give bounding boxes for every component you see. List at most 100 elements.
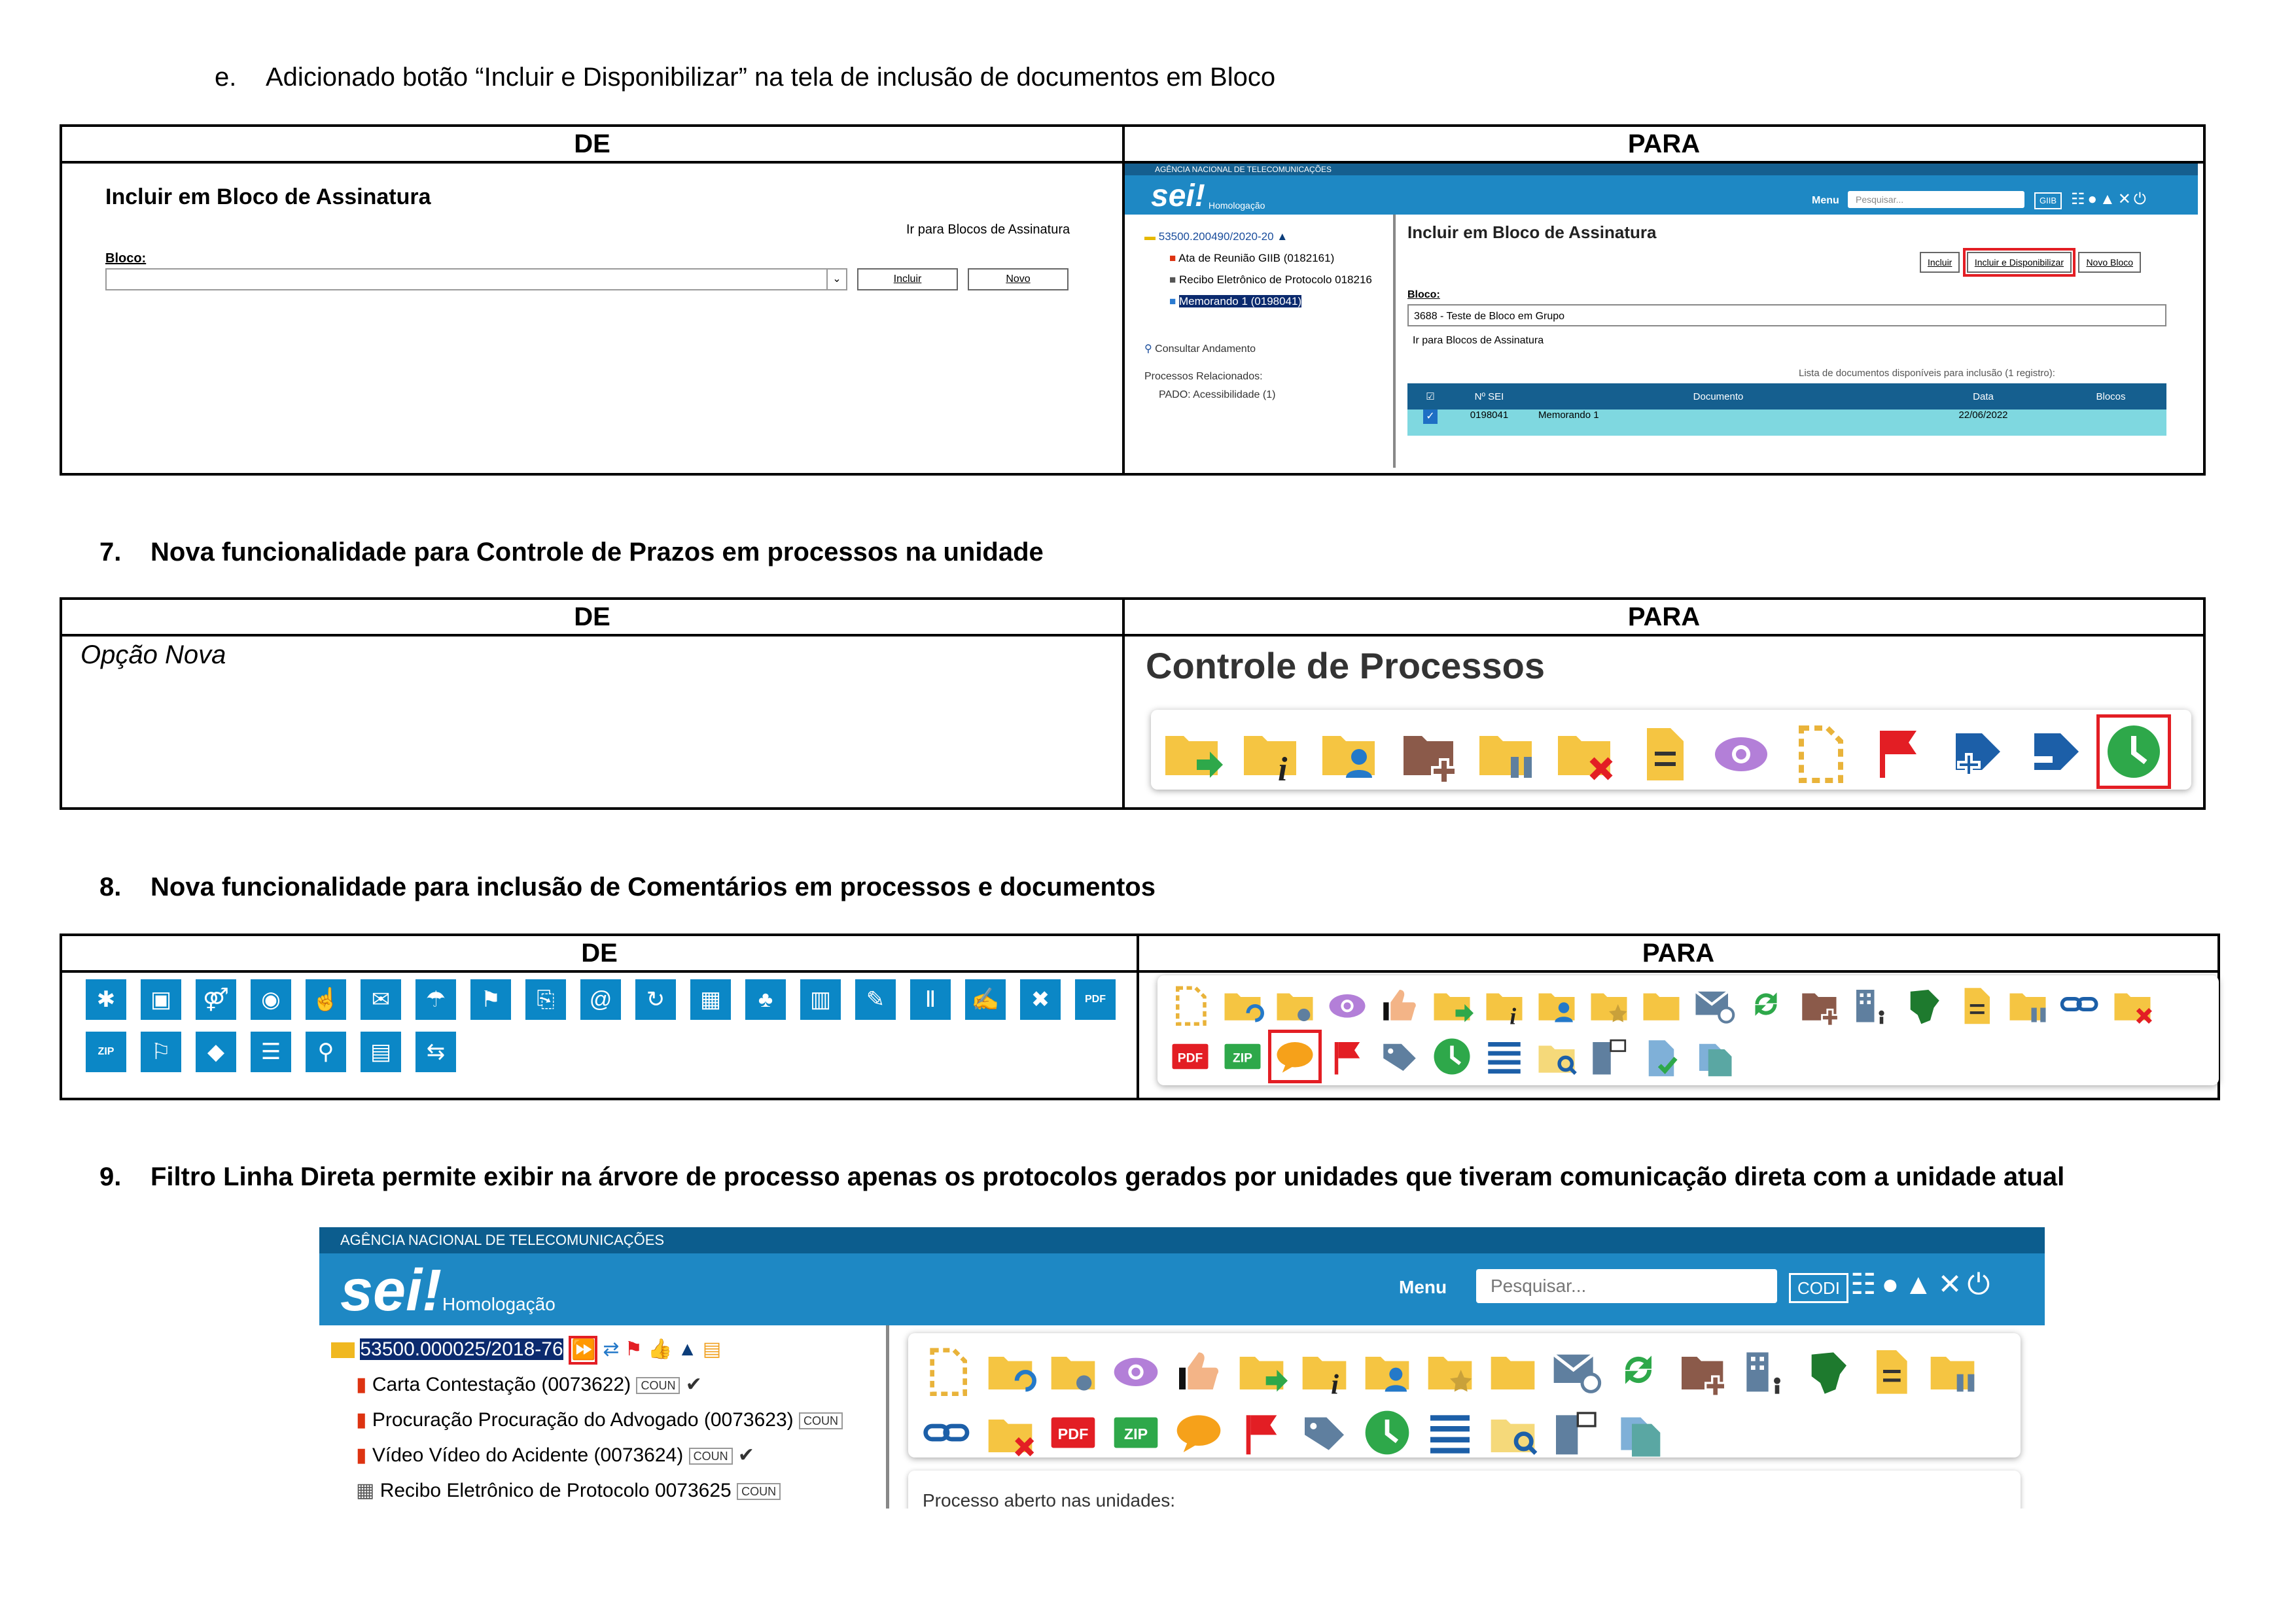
folder-search-icon[interactable] bbox=[1484, 1404, 1542, 1461]
tree-doc-4[interactable]: Recibo Eletrônico de Protocolo 0073625 bbox=[380, 1480, 732, 1501]
legacy-action-icon[interactable]: ▣ bbox=[139, 978, 183, 1021]
tree-doc-3[interactable]: Vídeo Vídeo do Acidente (0073624) bbox=[372, 1444, 684, 1466]
sync-icon[interactable] bbox=[1610, 1341, 1667, 1399]
legacy-action-icon[interactable]: ▥ bbox=[799, 978, 842, 1021]
tag-icon[interactable] bbox=[1376, 1033, 1423, 1080]
tree-process[interactable]: 53500.200490/2020-20 bbox=[1158, 230, 1274, 243]
linha-direta-icon[interactable]: ⏩ bbox=[569, 1336, 597, 1365]
sync-icon[interactable] bbox=[1742, 981, 1790, 1028]
tree-doc-1[interactable]: Carta Contestação (0073622) bbox=[372, 1374, 631, 1395]
brazil-icon[interactable] bbox=[1798, 1341, 1856, 1399]
comment-icon[interactable] bbox=[1268, 1030, 1322, 1083]
legacy-action-icon[interactable]: PDF bbox=[1074, 978, 1117, 1021]
legacy-action-icon[interactable]: ✎ bbox=[854, 978, 897, 1021]
bloco-select[interactable]: 3688 - Teste de Bloco em Grupo bbox=[1407, 304, 2166, 326]
legacy-action-icon[interactable]: ✉ bbox=[359, 978, 402, 1021]
header-icons[interactable]: ☷●▲✕⏻ bbox=[2071, 190, 2149, 208]
folder-remove-icon[interactable] bbox=[2109, 981, 2156, 1028]
folder-send-icon[interactable] bbox=[1157, 718, 1226, 786]
legacy-action-icon[interactable]: ✍ bbox=[964, 978, 1007, 1021]
folder-pause-icon[interactable] bbox=[1924, 1341, 1981, 1399]
building-icon[interactable] bbox=[1847, 981, 1894, 1028]
comment-icon[interactable] bbox=[1170, 1404, 1227, 1461]
legacy-action-icon[interactable]: ZIP bbox=[84, 1030, 128, 1073]
legacy-action-icon[interactable]: Ⅱ bbox=[909, 978, 952, 1021]
doc-sync-icon[interactable] bbox=[1690, 1033, 1737, 1080]
flag-icon[interactable] bbox=[1324, 1033, 1371, 1080]
tree-process[interactable]: 53500.000025/2018-76 bbox=[360, 1338, 563, 1360]
folder-add-icon[interactable] bbox=[1795, 981, 1842, 1028]
folder-plain-icon[interactable] bbox=[1638, 981, 1685, 1028]
legacy-action-icon[interactable]: ♣ bbox=[744, 978, 787, 1021]
doc-check-icon[interactable] bbox=[1638, 1033, 1685, 1080]
note-icon[interactable] bbox=[1952, 981, 1999, 1028]
unit-selector[interactable]: GIIB bbox=[2034, 192, 2062, 209]
dashed-doc-icon[interactable] bbox=[1167, 981, 1214, 1028]
legacy-action-icon[interactable]: ↻ bbox=[634, 978, 677, 1021]
table-row[interactable]: ✓ 0198041 Memorando 1 22/06/2022 bbox=[1407, 410, 2166, 436]
list-icon[interactable] bbox=[1421, 1404, 1479, 1461]
incluir-button[interactable]: Incluir bbox=[857, 268, 958, 290]
flag-icon[interactable] bbox=[1864, 718, 1932, 786]
folder-send-icon[interactable] bbox=[1233, 1341, 1290, 1399]
folder-remove-icon[interactable] bbox=[981, 1404, 1039, 1461]
zip-icon[interactable]: ZIP bbox=[1219, 1033, 1266, 1080]
folder-info-icon[interactable]: i bbox=[1481, 981, 1528, 1028]
list-icon[interactable] bbox=[1481, 1033, 1528, 1080]
legacy-action-icon[interactable]: ✱ bbox=[84, 978, 128, 1021]
building-icon[interactable] bbox=[1735, 1341, 1793, 1399]
legacy-action-icon[interactable]: ⚐ bbox=[139, 1030, 183, 1073]
search-input[interactable]: Pesquisar... bbox=[1476, 1269, 1777, 1303]
eye-icon[interactable] bbox=[1324, 981, 1371, 1028]
mail-at-icon[interactable] bbox=[1547, 1341, 1604, 1399]
unit-selector[interactable]: CODI bbox=[1789, 1273, 1848, 1303]
folder-pause-icon[interactable] bbox=[2004, 981, 2051, 1028]
legacy-action-icon[interactable]: ☂ bbox=[414, 978, 457, 1021]
thumb-icon[interactable] bbox=[1376, 981, 1423, 1028]
building-mail-icon[interactable] bbox=[1585, 1033, 1633, 1080]
legacy-action-icon[interactable]: ⚤ bbox=[194, 978, 238, 1021]
pdf-icon[interactable]: PDF bbox=[1167, 1033, 1214, 1080]
clock-icon[interactable] bbox=[1428, 1033, 1475, 1080]
legacy-action-icon[interactable]: ◉ bbox=[249, 978, 292, 1021]
folder-remove-icon[interactable] bbox=[1550, 718, 1618, 786]
legacy-action-icon[interactable]: ☰ bbox=[249, 1030, 292, 1073]
eye-icon[interactable] bbox=[1107, 1341, 1165, 1399]
bloco-select[interactable]: ⌄ bbox=[105, 268, 847, 290]
tree-doc-2[interactable]: Procuração Procuração do Advogado (00736… bbox=[372, 1409, 794, 1431]
folder-info-icon[interactable]: i bbox=[1296, 1341, 1353, 1399]
novo-button[interactable]: Novo bbox=[968, 268, 1069, 290]
folder-sync-icon[interactable] bbox=[981, 1341, 1039, 1399]
link-icon[interactable] bbox=[919, 1404, 976, 1461]
folder-add-icon[interactable] bbox=[1393, 718, 1461, 786]
folder-star-icon[interactable] bbox=[1585, 981, 1633, 1028]
dashed-doc-icon[interactable] bbox=[1786, 718, 1854, 786]
legacy-action-icon[interactable]: ⚑ bbox=[469, 978, 512, 1021]
note-icon[interactable] bbox=[1861, 1341, 1918, 1399]
folder-user-icon[interactable] bbox=[1533, 981, 1580, 1028]
legacy-action-icon[interactable]: ☝ bbox=[304, 978, 347, 1021]
blocks-link[interactable]: Ir para Blocos de Assinatura bbox=[906, 222, 1070, 237]
legacy-action-icon[interactable]: ⚲ bbox=[304, 1030, 347, 1073]
folder-user-icon[interactable] bbox=[1358, 1341, 1416, 1399]
blocks-link[interactable]: Ir para Blocos de Assinatura bbox=[1413, 335, 1544, 346]
search-input[interactable]: Pesquisar... bbox=[1848, 191, 2024, 208]
folder-info-icon[interactable]: i bbox=[1236, 718, 1304, 786]
eye-icon[interactable] bbox=[1707, 718, 1775, 786]
tree-doc-1[interactable]: Ata de Reunião GIIB (0182161) bbox=[1178, 252, 1335, 264]
consultar-link[interactable]: Consultar Andamento bbox=[1155, 343, 1256, 355]
tree-doc-2[interactable]: Recibo Eletrônico de Protocolo 018216 bbox=[1179, 273, 1372, 286]
incluir-disponibilizar-button[interactable]: Incluir e Disponibilizar bbox=[1962, 248, 2075, 277]
dashed-doc-icon[interactable] bbox=[919, 1341, 976, 1399]
splitter[interactable] bbox=[886, 1325, 889, 1509]
legacy-action-icon[interactable]: ◆ bbox=[194, 1030, 238, 1073]
note-icon[interactable] bbox=[1629, 718, 1697, 786]
header-icons[interactable]: ☷●▲✕⏻ bbox=[1850, 1268, 1996, 1300]
row-checkbox[interactable]: ✓ bbox=[1423, 410, 1438, 424]
legacy-action-icon[interactable]: @ bbox=[579, 978, 622, 1021]
menu-button[interactable]: Menu bbox=[1399, 1277, 1447, 1297]
tree-doc-3[interactable]: Memorando 1 (0198041) bbox=[1179, 295, 1302, 307]
clock-icon[interactable] bbox=[1358, 1404, 1416, 1461]
chevron-down-icon[interactable]: ⌄ bbox=[826, 270, 846, 289]
folder-sync-icon[interactable] bbox=[1219, 981, 1266, 1028]
